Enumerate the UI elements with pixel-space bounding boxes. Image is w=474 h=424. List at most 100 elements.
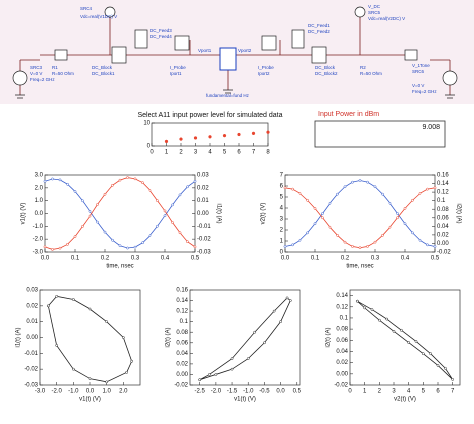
y2-tick-label: 0.1 — [437, 198, 446, 204]
data-point — [433, 245, 437, 248]
dc-block — [111, 46, 127, 64]
x-tick-label: 1.0 — [102, 389, 111, 395]
plot-frame — [151, 122, 269, 147]
data-point — [66, 242, 69, 246]
y2-axis-label: i1(t) (A) — [215, 204, 221, 224]
data-point — [111, 238, 114, 242]
data-point — [366, 180, 369, 184]
data-point — [291, 243, 294, 247]
data-point — [230, 357, 234, 360]
x-tick-label: 0.4 — [161, 256, 170, 262]
y-tick-label: 1 — [280, 239, 284, 245]
x-tick-label: 5 — [223, 150, 227, 156]
schematic-label: Iport1 — [170, 71, 182, 76]
y-axis-label: i1(t) (A) — [16, 328, 22, 348]
y-tick-label: -0.01 — [24, 351, 38, 357]
data-point — [163, 209, 167, 213]
data-point — [178, 193, 182, 197]
x-tick-label: 0.1 — [311, 256, 320, 262]
y-tick-label: 2.0 — [35, 185, 44, 191]
x-tick-label: 6 — [237, 150, 241, 156]
series-line — [284, 180, 436, 247]
y-axis-label: v2(t) (V) — [261, 203, 267, 225]
schematic-label: V_1Tone — [412, 63, 430, 68]
x-tick-label: 0.0 — [276, 389, 285, 395]
y-tick-label: -0.03 — [24, 383, 38, 389]
x-tick-label: -3.0 — [35, 389, 46, 395]
data-point — [125, 370, 129, 374]
y2-tick-label: 0.00 — [437, 241, 449, 247]
schematic-label: R1 — [52, 65, 58, 70]
data-point — [130, 359, 134, 363]
y-tick-label: 4 — [280, 206, 284, 212]
y2-tick-label: 0.02 — [437, 232, 449, 238]
data-point — [385, 317, 389, 321]
x-tick-label: 7 — [451, 389, 455, 395]
data-point — [133, 245, 137, 249]
schematic-label: DC_Feed4 — [150, 34, 172, 39]
data-point — [263, 341, 266, 345]
data-point — [58, 178, 62, 182]
resistor — [404, 49, 418, 61]
data-point — [208, 373, 211, 376]
x-tick-label: 2 — [378, 389, 382, 395]
data-point — [66, 182, 69, 186]
power-value: 9.008 — [422, 124, 440, 131]
x-tick-label: 0.5 — [431, 256, 440, 262]
x-tick-label: 0.5 — [191, 256, 200, 262]
schematic-label: SRC6 — [412, 69, 425, 74]
data-point — [363, 306, 367, 310]
data-point — [178, 231, 182, 235]
schematic-label: R=50 Ohm — [52, 71, 74, 76]
data-point — [396, 212, 399, 215]
schematic-label: Vdc=real(V1DC) V — [80, 14, 117, 19]
source — [442, 70, 458, 86]
x-tick-label: 1 — [165, 150, 169, 156]
data-point — [55, 294, 59, 298]
data-point — [141, 241, 144, 245]
data-point — [81, 199, 84, 203]
data-point — [321, 216, 324, 220]
transistor — [219, 47, 237, 71]
dc-feed — [134, 29, 148, 49]
y-axis-label: i2(t) (A) — [326, 328, 332, 348]
data-point — [103, 230, 107, 234]
x-tick-label: -0.5 — [259, 389, 270, 395]
y-tick-label: 0.12 — [176, 309, 188, 315]
dc-source — [354, 6, 366, 18]
x-tick-label: 4 — [208, 150, 212, 156]
data-point — [426, 187, 429, 191]
data-point — [306, 198, 309, 202]
data-point — [105, 380, 109, 384]
data-point — [381, 192, 384, 196]
data-point — [396, 216, 399, 220]
data-point — [377, 318, 381, 322]
data-point — [55, 344, 59, 347]
y-tick-label: 7 — [280, 173, 284, 179]
data-point — [214, 373, 218, 376]
y-tick-label: 0.14 — [336, 293, 348, 299]
y2-axis-label: i2(t) (A) — [455, 204, 461, 224]
data-point — [373, 185, 377, 189]
y-tick-label: 5 — [280, 195, 284, 201]
schematic-label: Iport2 — [258, 71, 270, 76]
data-point — [388, 201, 392, 205]
y-tick-label: 0.04 — [336, 349, 348, 355]
schematic-label: R2 — [360, 65, 366, 70]
data-point — [418, 192, 422, 195]
schematic: SRC4 Vdc=real(V1DC) V DC_Feed3 DC_Feed4 … — [0, 0, 474, 104]
data-point — [156, 199, 159, 203]
data-point — [222, 134, 227, 138]
data-point — [388, 225, 392, 229]
x-tick-label: 1 — [363, 389, 367, 395]
y-tick-label: 0.03 — [26, 288, 38, 294]
data-point — [156, 224, 159, 228]
schematic-label: DC_Block — [92, 65, 113, 70]
data-point — [88, 307, 92, 311]
x-tick-label: 5 — [422, 389, 426, 395]
schematic-label: SRC5 — [368, 10, 381, 15]
y-tick-label: 1.0 — [35, 198, 44, 204]
schematic-label: fundamental=fund Hz — [206, 93, 250, 98]
data-point — [198, 378, 202, 382]
x-tick-label: 2 — [179, 150, 183, 156]
